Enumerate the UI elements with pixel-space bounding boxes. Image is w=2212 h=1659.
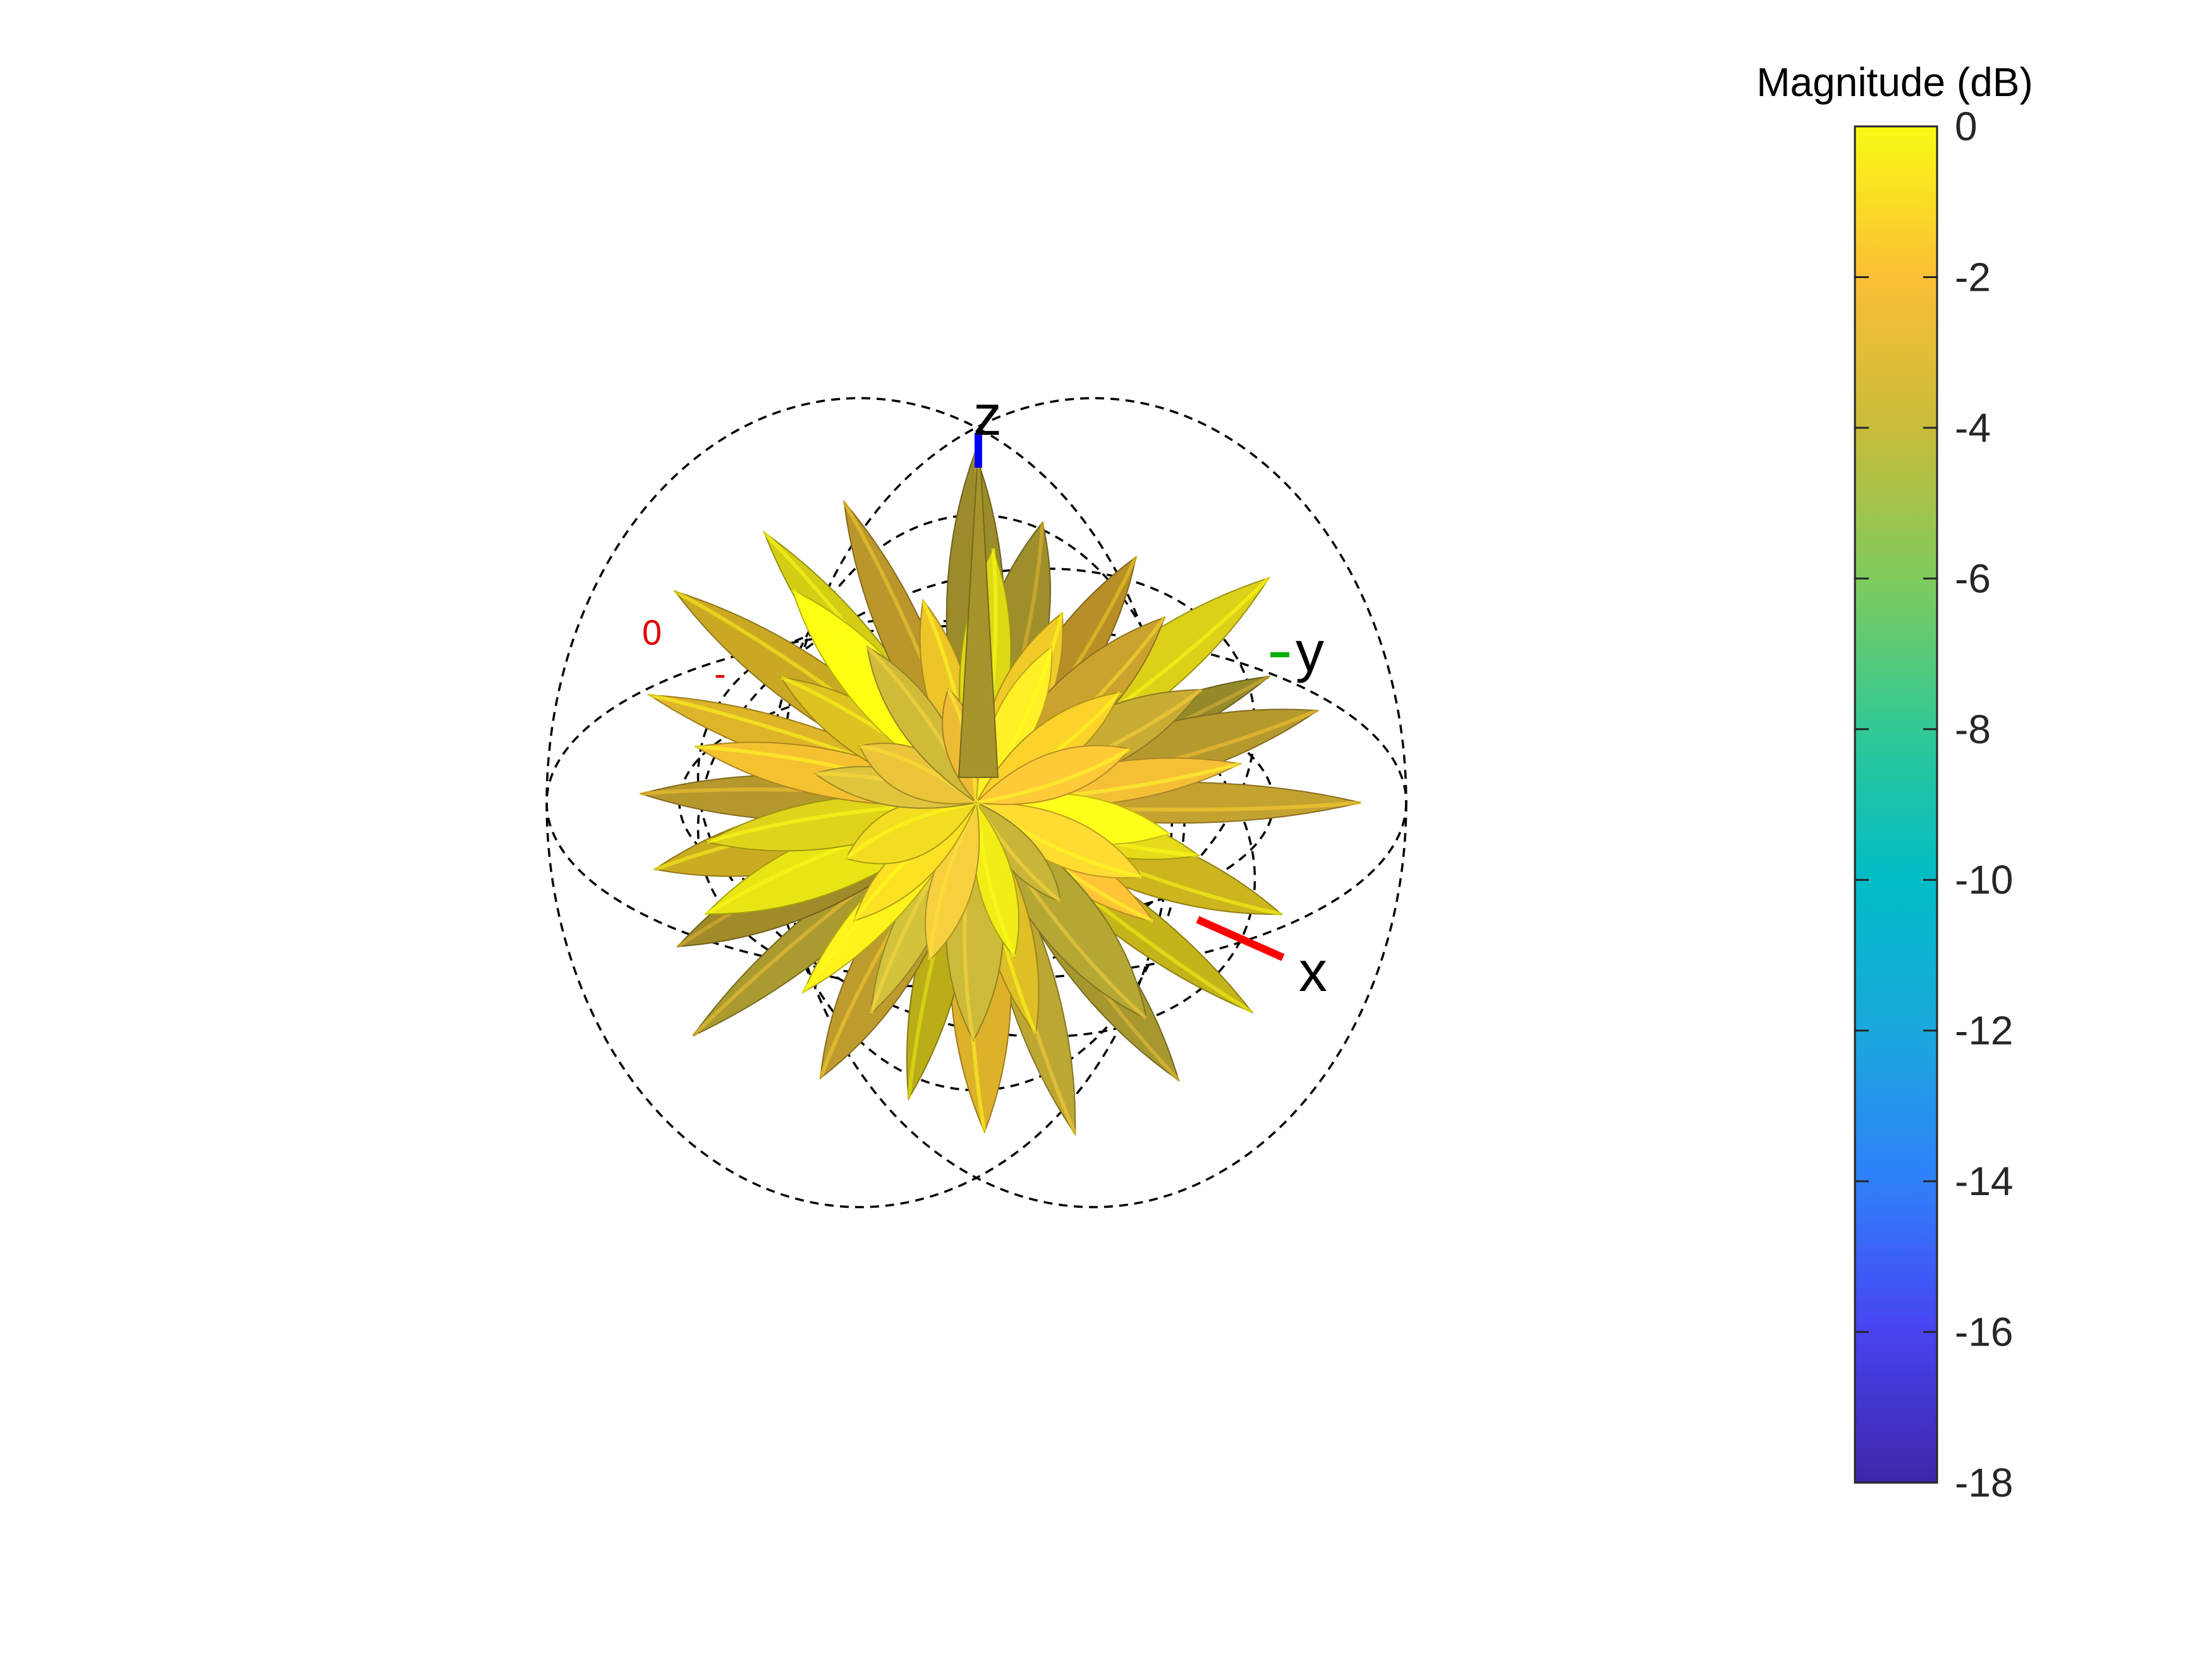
colorbar-tick-label: -4 xyxy=(1955,405,1991,451)
zenith-lobe xyxy=(957,435,999,778)
colorbar-tick-label: -6 xyxy=(1955,556,1991,601)
pattern-lobe-highlight xyxy=(976,747,1131,805)
z-axis-label: z xyxy=(973,384,1002,447)
colorbar-tick-label: 0 xyxy=(1955,104,1978,149)
pattern-plot-area: z y x 0 - xyxy=(545,384,1407,1208)
x-axis-line xyxy=(1196,916,1285,961)
colorbar-tick-label: -12 xyxy=(1955,1008,2014,1054)
ring-label-partial: - xyxy=(714,653,726,693)
pattern-lobes xyxy=(638,435,1361,1136)
colorbar-gradient xyxy=(1854,125,1938,1484)
colorbar-tick-label: -14 xyxy=(1955,1158,2014,1204)
colorbar-tick-label: -16 xyxy=(1955,1310,2014,1355)
colorbar-tick-label: -2 xyxy=(1955,254,1991,300)
axis-indicators xyxy=(975,433,1289,961)
colorbar-title: Magnitude (dB) xyxy=(1756,59,2033,105)
colorbar-ticks: 0 -2 -4 -6 -8 -10 -12 -14 -16 -18 xyxy=(1855,104,2014,1505)
colorbar-tick-label: -18 xyxy=(1955,1460,2014,1505)
x-axis-label: x xyxy=(1299,940,1327,1004)
y-axis-label: y xyxy=(1296,621,1324,684)
colorbar: Magnitude (dB) 0 -2 -4 -6 -8 -10 -12 -14 -16 -18 xyxy=(1756,59,2033,1505)
colorbar-tick-label: -8 xyxy=(1955,707,1991,752)
pattern-lobe xyxy=(975,744,1131,805)
colorbar-tick-label: -10 xyxy=(1955,857,2014,902)
ring-label-0db: 0 xyxy=(642,612,662,652)
